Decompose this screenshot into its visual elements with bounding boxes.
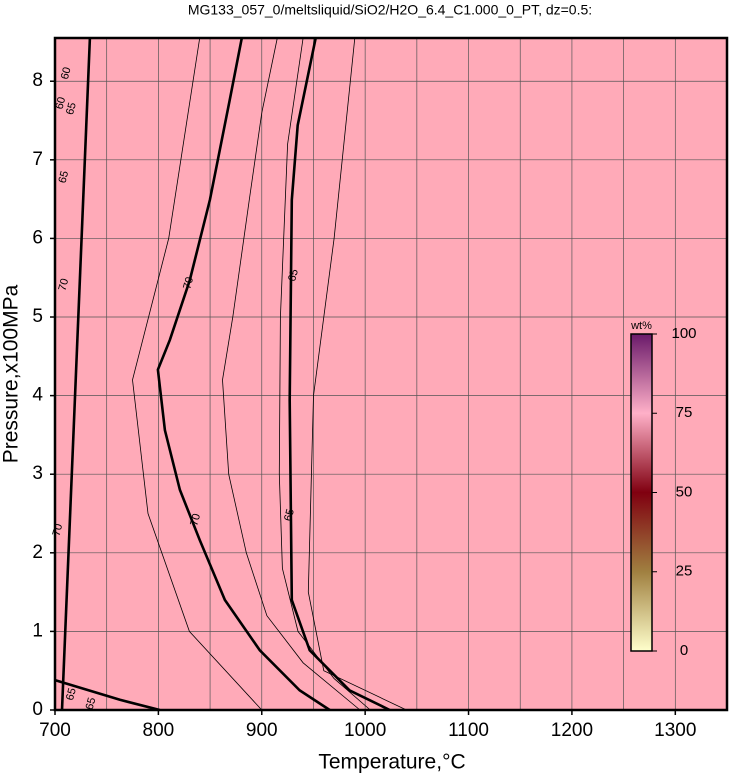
x-tick-label: 800	[143, 720, 175, 741]
y-tick-label: 7	[32, 149, 43, 170]
y-tick-label: 8	[32, 70, 43, 91]
contour-label: 65	[64, 687, 79, 702]
y-tick-label: 1	[32, 620, 43, 641]
contour-line	[156, 37, 331, 712]
contour-label: 70	[181, 276, 196, 291]
y-tick-label: 0	[32, 699, 43, 720]
plot-background	[55, 38, 727, 710]
y-tick-label: 5	[32, 306, 43, 327]
contour-line	[222, 37, 361, 711]
contour-label: 70	[188, 512, 203, 527]
contour-label: 65	[84, 696, 99, 711]
colorbar-tick-label: 0	[680, 642, 688, 659]
contour-label: 65	[57, 170, 72, 185]
colorbar-tick-label: 25	[676, 563, 693, 580]
colorbar	[630, 333, 653, 652]
contour-label: 65	[64, 101, 79, 116]
y-axis-label: Pressure,x100MPa	[0, 284, 23, 463]
contour-label: 65	[286, 268, 301, 283]
plot-frame	[53, 36, 729, 712]
y-tick-label: 3	[32, 463, 43, 484]
x-tick-label: 1300	[654, 720, 696, 741]
x-tick-label: 900	[246, 720, 278, 741]
contour-label: 65	[282, 508, 297, 523]
contour-line	[132, 37, 263, 711]
contour-line	[278, 37, 371, 711]
x-tick-label: 1000	[344, 720, 386, 741]
x-tick-label: 1100	[448, 720, 489, 741]
y-tick-label: 2	[32, 542, 43, 563]
contour-line	[307, 37, 407, 711]
colorbar-tick-label: 50	[676, 483, 693, 500]
contour-line	[288, 37, 391, 712]
y-tick-label: 4	[32, 385, 43, 406]
contour-label: 60	[59, 66, 74, 81]
contour-line	[54, 678, 161, 712]
x-tick-label: 1200	[551, 720, 593, 741]
x-axis-label: Temperature,°C	[318, 751, 465, 774]
chart-title: MG133_057_0/meltsliquid/SiO2/H2O_6.4_C1.…	[188, 2, 592, 18]
contour-label: 60	[54, 96, 69, 111]
y-tick-label: 6	[32, 227, 43, 248]
contour-label: 70	[57, 277, 72, 292]
contour-line	[60, 37, 92, 711]
colorbar-tick-label: 100	[671, 325, 696, 342]
colorbar-label: wt%	[630, 320, 652, 332]
x-tick-label: 700	[39, 720, 71, 741]
colorbar-tick-label: 75	[676, 404, 693, 421]
